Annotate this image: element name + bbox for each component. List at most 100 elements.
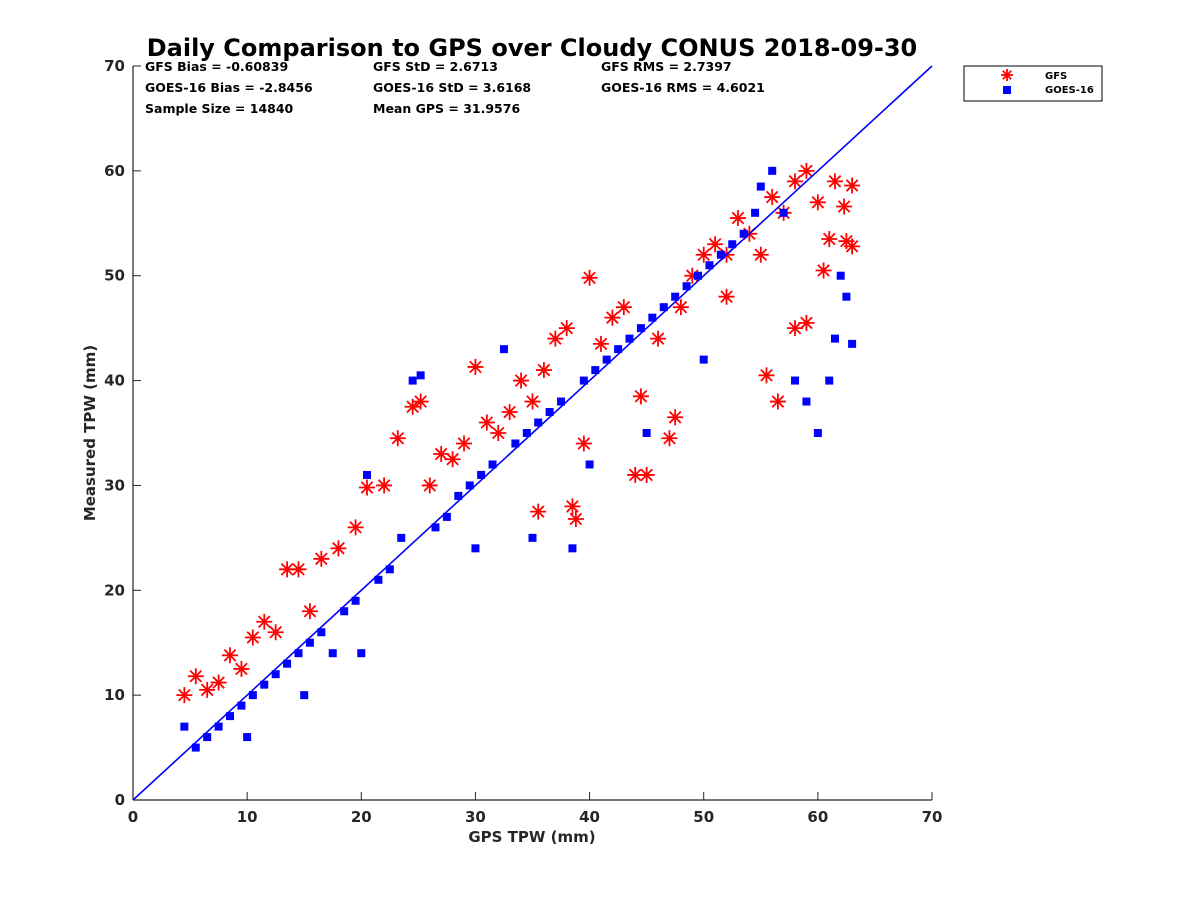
gfs-point [798,314,815,331]
goes16-point [260,680,269,689]
gfs-point [752,246,769,263]
goes16-point [648,313,657,322]
gfs-point [433,445,450,462]
stat-gfs-rms: GFS RMS = 2.7397 [601,59,732,74]
x-tick-label: 60 [807,808,828,826]
goes16-point [830,334,839,343]
x-tick-label: 50 [693,808,714,826]
gfs-point [729,210,746,227]
gfs-point [769,393,786,410]
goes16-point [728,240,737,249]
gfs-point [826,173,843,190]
y-tick-label: 50 [104,267,125,285]
goes16-point [488,460,497,469]
gfs-point [199,681,216,698]
gfs-point [456,435,473,452]
goes16-point [226,712,235,721]
gfs-point [836,198,853,215]
goes16-point [499,345,508,354]
gfs-point [764,189,781,206]
legend-asterisk [1001,69,1013,81]
goes16-point [351,596,360,605]
goes16-point [694,271,703,280]
legend-marker-goes16 [1003,86,1011,94]
gfs-point [632,388,649,405]
gfs-point [290,561,307,578]
gfs-point [530,503,547,520]
goes16-point [191,743,200,752]
goes16-point [625,334,634,343]
goes16-point [825,376,834,385]
x-tick-label: 20 [351,808,372,826]
goes16-point [642,429,651,437]
goes16-point [545,408,554,417]
goes16-point [294,649,303,658]
gfs-point [404,398,421,415]
goes16-point [636,324,645,333]
goes16-point [243,733,252,742]
gfs-point [210,674,227,691]
goes16-point [768,166,777,175]
one-to-one-line [132,65,933,801]
legend-label-goes16: GOES-16 [1045,85,1094,96]
gfs-point [376,477,393,494]
gfs-point [581,269,598,286]
stat-mean-gps: Mean GPS = 31.9576 [373,101,520,116]
gfs-point [758,367,775,384]
y-tick-label: 60 [104,162,125,180]
goes16-point [471,544,480,553]
goes16-point [813,429,822,437]
stat-gfs-std: GFS StD = 2.6713 [373,59,498,74]
stat-goes-std: GOES-16 StD = 3.6168 [373,80,531,95]
goes16-point [528,533,537,542]
gfs-point [844,238,861,255]
legend-box [963,65,1103,102]
gfs-point [707,236,724,253]
y-axis-label: Measured TPW (mm) [81,345,99,521]
y-tick-label: 70 [104,57,125,75]
gfs-point [176,687,193,704]
x-tick-label: 40 [579,808,600,826]
goes16-point [454,491,463,500]
gfs-point [347,519,364,536]
goes16-point [397,533,406,542]
gfs-point [638,466,655,483]
gfs-point [478,414,495,431]
gfs-point [718,288,735,305]
goes16-point [442,512,451,521]
legend: GFS GOES-16 [963,65,1103,102]
gfs-point [256,613,273,630]
gfs-point [358,479,375,496]
goes16-point [751,208,760,217]
goes16-point [614,345,623,354]
gfs-point [330,540,347,557]
gfs-point [592,335,609,352]
gfs-point [575,435,592,452]
gfs-point [501,404,518,421]
goes16-point [602,355,611,364]
gfs-point [787,173,804,190]
gfs-point [524,393,541,410]
goes16-point [180,722,189,731]
x-tick-label: 70 [922,808,943,826]
gfs-point [558,320,575,337]
gfs-point [661,430,678,447]
stat-goes-rms: GOES-16 RMS = 4.6021 [601,80,765,95]
goes16-point [716,250,725,259]
gfs-point [233,660,250,677]
gfs-point [604,309,621,326]
stat-gfs-bias: GFS Bias = -0.60839 [145,59,288,74]
goes16-point [791,376,800,385]
gfs-point [467,358,484,375]
goes16-point [591,366,600,375]
goes16-point [522,429,531,437]
goes16-point [237,701,246,710]
gfs-point [667,409,684,426]
goes16-point [465,481,474,490]
goes16-point [385,565,394,574]
axis-ticks: 0 10 20 30 40 50 60 70 0 10 20 30 40 50 60 70 [104,57,942,826]
goes16-point [579,376,588,385]
gfs-point [244,629,261,646]
